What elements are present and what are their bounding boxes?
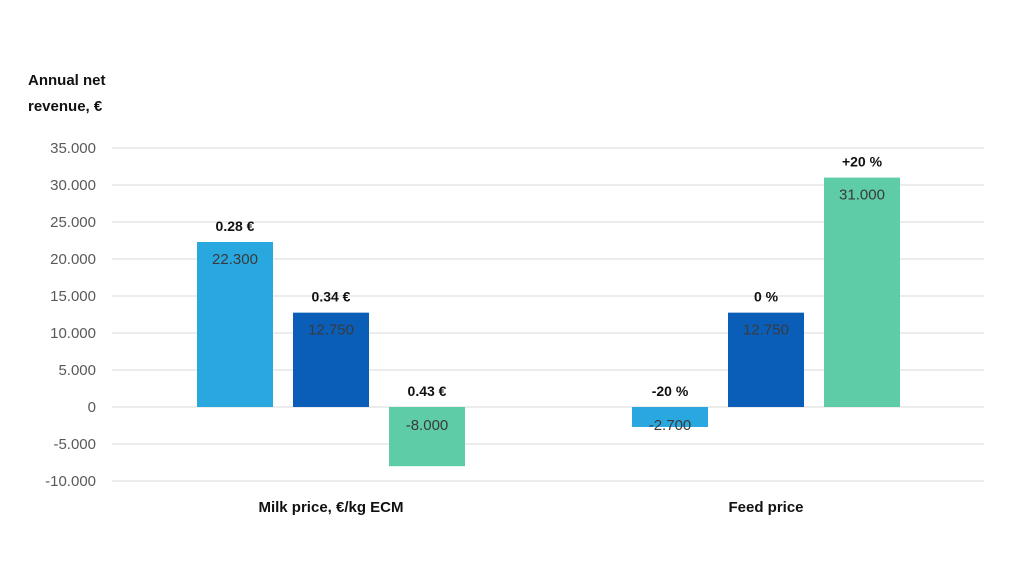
y-tick-label: 10.000 [50,325,96,342]
y-tick-label: 0 [88,399,96,416]
bar [728,312,804,407]
bar-value-label: -8.000 [406,417,449,434]
bar-series-label: 0.34 € [312,289,351,305]
bar [632,407,708,427]
bar-series-label: 0.28 € [216,218,255,234]
bar-value-label: 31.000 [839,187,885,204]
bar-value-label: -2.700 [649,417,692,434]
y-axis-label-line-2: revenue, € [28,98,103,115]
y-tick-label: 25.000 [50,214,96,231]
bar-series-label: +20 % [842,154,883,170]
y-tick-label: -10.000 [45,473,96,490]
bar-value-label: 12.750 [743,322,789,339]
y-tick-label: -5.000 [53,436,96,453]
bar-series-label: 0 % [754,289,779,305]
y-tick-label: 15.000 [50,288,96,305]
y-axis-label-line-1: Annual net [28,72,106,89]
bar-series-label: -20 % [652,383,689,399]
bar [197,241,273,407]
x-category-label: Milk price, €/kg ECM [258,499,403,516]
y-tick-label: 35.000 [50,140,96,157]
bar-series-label: 0.43 € [408,383,447,399]
bar [824,177,900,407]
bar [293,312,369,407]
y-tick-label: 20.000 [50,251,96,268]
bar-value-label: 12.750 [308,322,354,339]
x-category-label: Feed price [728,499,803,516]
bar-value-label: 22.300 [212,251,258,268]
y-tick-label: 30.000 [50,177,96,194]
bar [389,407,465,467]
y-tick-label: 5.000 [58,362,96,379]
